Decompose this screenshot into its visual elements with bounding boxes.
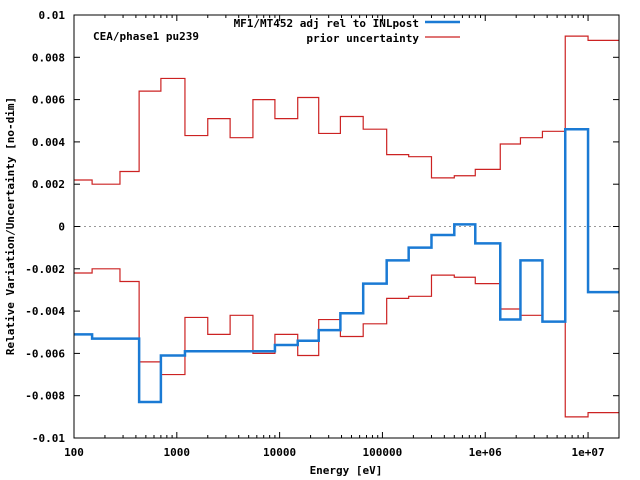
x-tick-label: 1e+07: [571, 446, 604, 459]
y-tick-label: 0.006: [32, 94, 65, 107]
y-tick-label: -0.002: [25, 263, 65, 276]
x-tick-label: 1000: [164, 446, 191, 459]
x-tick-label: 100: [64, 446, 84, 459]
series-layer: [74, 35, 619, 418]
legend: MF1/MT452 adj rel to INLpost prior uncer…: [234, 17, 460, 45]
ticks-layer: [73, 14, 619, 439]
y-tick-label: -0.008: [25, 390, 65, 403]
y-tick-label: -0.01: [32, 432, 65, 445]
legend-label-series-1: MF1/MT452 adj rel to INLpost: [234, 17, 419, 30]
x-tick-label: 1e+06: [469, 446, 502, 459]
tick-labels-layer: -0.01 -0.008 -0.006 -0.004 -0.002 0 0.002 0.004…: [25, 9, 604, 459]
legend-label-series-2: prior uncertainty: [306, 32, 419, 45]
series-prior-uncertainty-upper: [74, 35, 619, 185]
x-tick-label: 10000: [263, 446, 296, 459]
y-tick-label: 0.01: [39, 9, 66, 22]
y-tick-label: 0.002: [32, 178, 65, 191]
y-tick-label: 0.004: [32, 136, 65, 149]
x-tick-label: 100000: [363, 446, 403, 459]
y-tick-label: 0.008: [32, 51, 65, 64]
y-tick-label: 0: [58, 221, 65, 234]
chart-annotation: CEA/phase1 pu239: [93, 30, 199, 43]
series-adjustment-line: [74, 127, 619, 404]
y-tick-label: -0.006: [25, 347, 65, 360]
y-axis-label: Relative Variation/Uncertainty [no-dim]: [4, 97, 17, 355]
y-tick-label: -0.004: [25, 305, 65, 318]
x-axis-label: Energy [eV]: [310, 464, 383, 477]
